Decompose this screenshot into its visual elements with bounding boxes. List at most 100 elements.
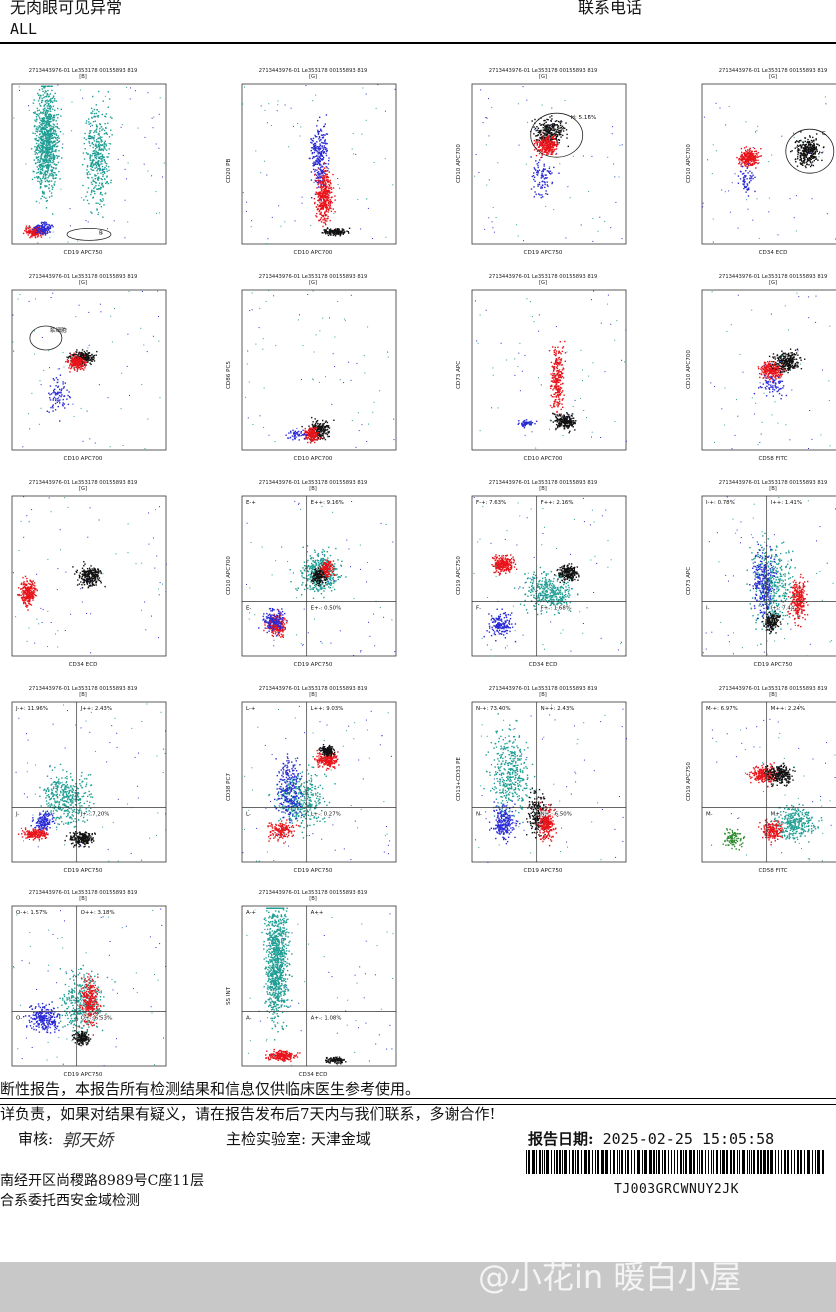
plot-canvas: F-+: 7.63% F++: 2.16% F- F+-: 1.68%	[471, 495, 627, 657]
barcode-bar	[807, 1150, 810, 1174]
plot-gate: [B]	[769, 486, 777, 492]
barcode-bar	[697, 1150, 698, 1174]
quadrant-label: O-+: 1.57%	[16, 910, 48, 916]
quadrant-label: J++: 2.43%	[80, 706, 112, 712]
barcode-bar	[699, 1150, 700, 1174]
plot-12: 2713443976-01 Le353178 00155893 819 [B] I-…	[682, 478, 836, 678]
y-axis-label: CD13+CD33 PE	[456, 757, 462, 802]
barcode-bar	[528, 1150, 530, 1174]
x-axis-label: CD10 APC700	[293, 250, 333, 256]
barcode-bar	[649, 1150, 652, 1174]
gate-region	[29, 325, 63, 351]
plot-sample-id: 2713443976-01 Le353178 00155893 819	[488, 480, 598, 486]
barcode-bar	[693, 1150, 695, 1174]
feedback-text: 详负责，如果对结果有疑义，请在报告发布后7天内与我们联系，多谢合作!	[0, 1105, 496, 1123]
x-axis-label: CD19 APC750	[293, 868, 333, 874]
plot-canvas	[471, 289, 627, 451]
barcode-bar	[644, 1150, 647, 1174]
barcode-bar	[737, 1150, 738, 1174]
plot-caption: 2713443976-01 Le353178 00155893 819 [B]	[452, 686, 634, 698]
barcode-bar	[778, 1150, 779, 1174]
event-dots	[242, 84, 396, 245]
barcode-bar	[760, 1150, 762, 1174]
report-header: 无肉眼可见异常 ALL 联系电话	[0, 0, 836, 44]
barcode-bar	[726, 1150, 728, 1174]
footer-divider-bottom	[0, 1104, 836, 1105]
barcode-bar	[631, 1150, 632, 1174]
barcode-bar	[763, 1150, 766, 1174]
barcode-bar	[713, 1150, 714, 1174]
plot-gate: [B]	[309, 692, 317, 698]
barcode-bar	[791, 1150, 792, 1174]
quadrant-label: N-+: 73.40%	[476, 706, 511, 712]
plot-sample-id: 2713443976-01 Le353178 00155893 819	[258, 686, 368, 692]
plot-gate: [B]	[79, 74, 87, 80]
contact-phone-label: 联系电话	[578, 0, 643, 17]
plot-canvas: A-+ A++ A- A+-: 1.08%	[241, 905, 397, 1067]
plot-canvas	[11, 495, 167, 657]
barcode-bar	[757, 1150, 759, 1174]
quadrant-label: I+-: 7.44	[771, 606, 795, 612]
barcode-bar	[822, 1150, 824, 1174]
barcode-bar	[674, 1150, 675, 1174]
barcode-bar	[775, 1150, 776, 1174]
plot-sample-id: 2713443976-01 Le353178 00155893 819	[488, 68, 598, 74]
barcode-bar	[720, 1150, 721, 1174]
barcode-bar	[597, 1150, 599, 1174]
plot-sample-id: 2713443976-01 Le353178 00155893 819	[258, 480, 368, 486]
plot-caption: 2713443976-01 Le353178 00155893 819 [G]	[0, 274, 174, 286]
x-axis-label: CD34 ECD	[298, 1072, 328, 1078]
quadrant-label: O+-: 6.53%	[81, 1016, 112, 1022]
barcode-bar	[581, 1150, 582, 1174]
quadrant-label: F-	[476, 606, 481, 612]
plot-gate: [G]	[78, 280, 88, 286]
plot-caption: 2713443976-01 Le353178 00155893 819 [B]	[452, 480, 634, 492]
event-dots	[702, 96, 836, 243]
watermark-band	[0, 1262, 836, 1312]
quadrant-label: I++: 1.41%	[771, 500, 802, 506]
barcode-bar	[797, 1150, 799, 1174]
event-dots	[711, 704, 836, 862]
y-axis-label: CD19 APC750	[686, 762, 692, 802]
plot-13: 2713443976-01 Le353178 00155893 819 [B] J-…	[0, 684, 174, 884]
gate-label: B	[99, 230, 103, 236]
quadrant-label: F++: 2.16%	[541, 500, 574, 506]
barcode-bar	[621, 1150, 623, 1174]
barcode-bar	[653, 1150, 655, 1174]
event-dots	[246, 500, 396, 656]
event-dots	[13, 908, 167, 1067]
plot-sample-id: 2713443976-01 Le353178 00155893 819	[28, 686, 138, 692]
report-date-label: 报告日期:	[528, 1130, 594, 1148]
barcode-bar	[662, 1150, 663, 1174]
barcode-bar	[625, 1150, 626, 1174]
plot-caption: 2713443976-01 Le353178 00155893 819 [B]	[0, 68, 174, 80]
plot-caption: 2713443976-01 Le353178 00155893 819 [G]	[452, 68, 634, 80]
plot-caption: 2713443976-01 Le353178 00155893 819 [B]	[0, 890, 174, 902]
plot-frame	[471, 495, 627, 657]
plot-canvas: N-+: 73.40% N++: 2.43% N- N+-: 6.50%	[471, 701, 627, 863]
quadrant-label: N+-: 6.50%	[541, 812, 572, 818]
quadrant-label: A-	[246, 1016, 252, 1022]
barcode-bar	[634, 1150, 635, 1174]
plot-15: 2713443976-01 Le353178 00155893 819 [B] N-…	[452, 684, 634, 884]
y-axis-label: CD73 APC	[456, 360, 462, 390]
plot-4: 2713443976-01 Le353178 00155893 819 [G] C C…	[682, 66, 836, 266]
plot-caption: 2713443976-01 Le353178 00155893 819 [B]	[222, 890, 404, 902]
barcode-bar	[784, 1150, 786, 1174]
quadrant-label: M-+: 6.97%	[706, 706, 738, 712]
barcode-bar	[617, 1150, 618, 1174]
plot-canvas: O-+: 1.57% O++: 3.18% O- O+-: 6.53%	[11, 905, 167, 1067]
barcode-text: TJ003GRCWNUY2JK	[614, 1182, 739, 1197]
plot-gate: [B]	[769, 692, 777, 698]
quadrant-label: E+-: 0.50%	[311, 606, 342, 612]
disclaimer-text: 断性报告，本报告所有检测结果和信息仅供临床医生参考使用。	[0, 1080, 421, 1098]
barcode-bar	[556, 1150, 558, 1174]
quadrant-label: E-	[246, 606, 251, 612]
quadrant-label: E++: 9.16%	[311, 500, 344, 506]
plot-5: 2713443976-01 Le353178 00155893 819 [G] 浆细…	[0, 272, 174, 472]
x-axis-label: CD58 FITC	[758, 868, 788, 874]
barcode-bar	[544, 1150, 545, 1174]
address-line-1: 南经开区尚稷路8989号C座11层	[0, 1173, 205, 1189]
barcode-bar	[656, 1150, 657, 1174]
x-axis-label: CD34 ECD	[68, 662, 98, 668]
